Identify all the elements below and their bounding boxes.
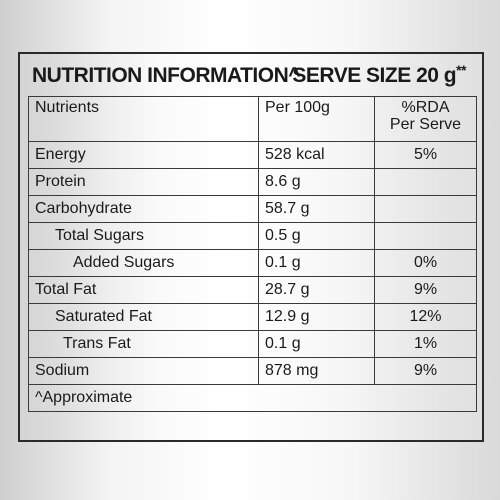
nutrient-name: Total Fat [28, 276, 259, 304]
table-row: Sodium 878 mg 9% [28, 357, 477, 385]
serve-size-text: SERVE SIZE 20 g [292, 64, 457, 87]
table-row: Carbohydrate 58.7 g [28, 195, 477, 223]
table-header-row: Nutrients Per 100g %RDA Per Serve [28, 96, 477, 142]
panel-title: NUTRITION INFORMATION^ SERVE SIZE 20 g** [28, 62, 474, 94]
table-row: Trans Fat 0.1 g 1% [28, 330, 477, 358]
table-row: Total Fat 28.7 g 9% [28, 276, 477, 304]
header-nutrients: Nutrients [28, 96, 259, 142]
nutrient-per100: 0.1 g [258, 330, 375, 358]
footnote-approximate: ^Approximate [28, 384, 477, 412]
nutrient-rda: 12% [374, 303, 477, 331]
nutrient-rda: 9% [374, 357, 477, 385]
nutrient-per100: 58.7 g [258, 195, 375, 223]
nutrient-name: Energy [28, 141, 259, 169]
table-row: Energy 528 kcal 5% [28, 141, 477, 169]
nutrient-rda: 9% [374, 276, 477, 304]
footnote-row: ^Approximate [28, 384, 477, 412]
nutrient-name: Total Sugars [28, 222, 259, 250]
table-row: Total Sugars 0.5 g [28, 222, 477, 250]
table-row: Added Sugars 0.1 g 0% [28, 249, 477, 277]
header-per-100g: Per 100g [258, 96, 375, 142]
nutrition-panel: NUTRITION INFORMATION^ SERVE SIZE 20 g**… [18, 52, 484, 442]
nutrient-name: Saturated Fat [28, 303, 259, 331]
nutrient-rda [374, 222, 477, 250]
header-rda: %RDA Per Serve [374, 96, 477, 142]
serve-size-footnote-mark: ** [456, 62, 466, 78]
header-rda-line2: Per Serve [389, 116, 462, 133]
nutrient-rda [374, 195, 477, 223]
nutrient-rda: 0% [374, 249, 477, 277]
nutrient-per100: 0.5 g [258, 222, 375, 250]
title-serve-size: SERVE SIZE 20 g** [292, 62, 466, 88]
nutrient-name: Added Sugars [28, 249, 259, 277]
nutrient-per100: 12.9 g [258, 303, 375, 331]
title-nutrition-information: NUTRITION INFORMATION^ [32, 64, 301, 87]
nutrient-name: Sodium [28, 357, 259, 385]
nutrient-rda: 1% [374, 330, 477, 358]
nutrient-per100: 528 kcal [258, 141, 375, 169]
table-row: Protein 8.6 g [28, 168, 477, 196]
nutrient-name: Trans Fat [28, 330, 259, 358]
header-rda-line1: %RDA [401, 99, 450, 116]
nutrient-rda [374, 168, 477, 196]
nutrient-per100: 8.6 g [258, 168, 375, 196]
nutrient-per100: 878 mg [258, 357, 375, 385]
nutrient-per100: 0.1 g [258, 249, 375, 277]
table-row: Saturated Fat 12.9 g 12% [28, 303, 477, 331]
nutrition-table: Nutrients Per 100g %RDA Per Serve Energy… [28, 96, 477, 412]
nutrient-name: Protein [28, 168, 259, 196]
nutrient-per100: 28.7 g [258, 276, 375, 304]
nutrient-rda: 5% [374, 141, 477, 169]
nutrient-name: Carbohydrate [28, 195, 259, 223]
